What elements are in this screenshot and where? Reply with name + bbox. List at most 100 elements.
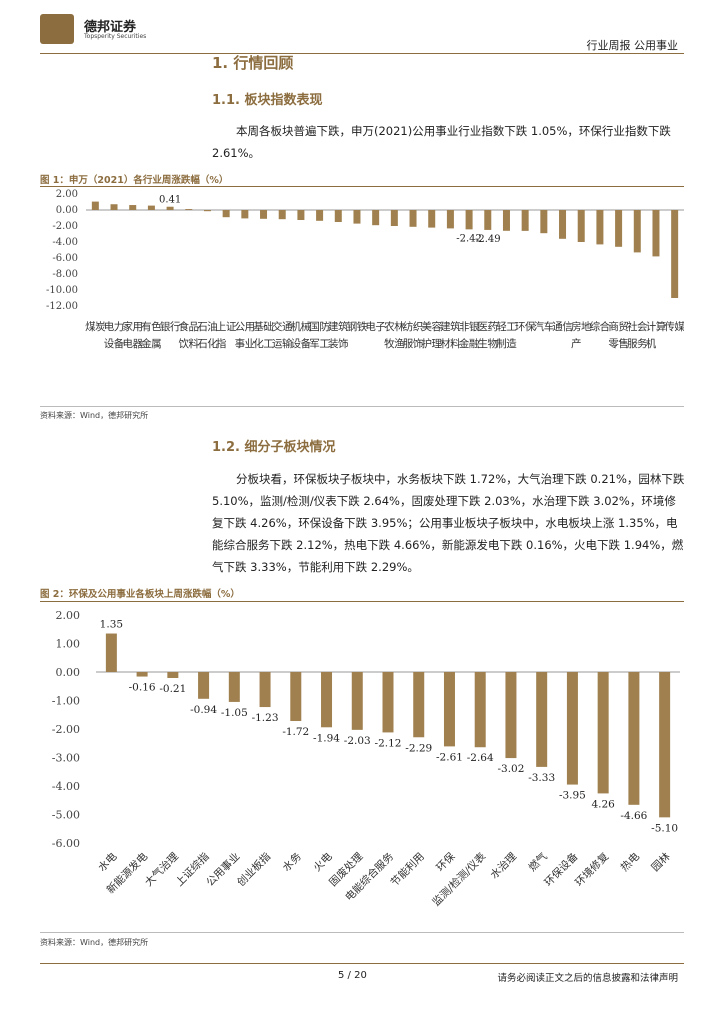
- x-tick-label: 服: [403, 338, 414, 350]
- x-tick-label: 工: [263, 338, 274, 350]
- x-tick-label: 容: [431, 320, 442, 333]
- x-tick-label: 火电: [311, 850, 335, 874]
- x-tick-label: 用: [132, 321, 143, 333]
- data-label: -2.42: [456, 233, 482, 244]
- figure1-top-rule: [40, 186, 684, 187]
- x-tick-label: 燃气: [526, 850, 550, 874]
- data-label: 0.41: [159, 195, 181, 206]
- x-tick-label: 设: [104, 338, 115, 350]
- x-tick-label: 信: [562, 321, 573, 333]
- x-tick-label: 合: [600, 320, 611, 333]
- x-tick-label: 食: [179, 320, 190, 333]
- data-label: -3.95: [559, 790, 586, 802]
- bar: [465, 210, 473, 230]
- x-tick-label: 机: [646, 337, 657, 350]
- data-label: -2.03: [344, 735, 371, 747]
- bar: [147, 205, 155, 210]
- bar: [652, 210, 660, 257]
- y-tick-label: 2.00: [56, 189, 78, 200]
- x-tick-label: 建: [328, 320, 339, 333]
- x-tick-label: 化: [207, 337, 218, 350]
- x-tick-label: 制: [496, 337, 507, 350]
- bar: [521, 210, 529, 231]
- data-label: -2.29: [405, 742, 432, 754]
- bar: [633, 210, 641, 253]
- data-label: 1.35: [100, 619, 123, 631]
- bar: [228, 672, 240, 702]
- x-tick-label: 用: [245, 321, 256, 333]
- x-tick-label: 色: [151, 320, 162, 333]
- x-tick-label: 炭: [95, 321, 106, 333]
- x-tick-label: 运: [272, 338, 283, 350]
- x-tick-label: 传: [664, 321, 675, 333]
- company-name: 德邦证券: [84, 20, 137, 35]
- x-tick-label: 上: [216, 321, 227, 333]
- x-tick-label: 电: [122, 337, 133, 350]
- bar: [597, 672, 609, 794]
- data-label: -0.94: [190, 704, 217, 716]
- x-tick-label: 监测/检测/仪表: [430, 850, 489, 909]
- x-tick-label: 节能利用: [388, 850, 427, 889]
- x-tick-label: 水电: [95, 850, 119, 874]
- data-label: -1.23: [252, 712, 279, 724]
- data-label: -1.05: [221, 707, 248, 719]
- bar: [566, 672, 578, 785]
- x-tick-label: 油: [207, 320, 218, 333]
- figure2-source: 资料来源：Wind，德邦研究所: [40, 938, 149, 947]
- x-tick-label: 创业板指: [234, 850, 273, 889]
- footer-divider: [40, 963, 684, 964]
- x-tick-label: 银: [160, 320, 171, 333]
- x-tick-label: 煤: [85, 320, 96, 333]
- x-tick-label: 输: [282, 337, 293, 350]
- bar: [259, 672, 271, 708]
- x-tick-label: 算: [656, 320, 667, 333]
- x-tick-label: 护: [421, 337, 432, 350]
- x-tick-label: 装: [328, 337, 339, 350]
- x-tick-label: 纺: [403, 320, 414, 333]
- x-tick-label: 水务: [280, 850, 304, 874]
- x-tick-label: 环: [515, 321, 526, 333]
- x-tick-label: 媒: [674, 320, 684, 333]
- data-label: -2.61: [436, 751, 463, 763]
- x-tick-label: 轻: [496, 320, 507, 333]
- data-label: -1.94: [313, 732, 340, 744]
- x-tick-label: 饰: [338, 337, 349, 350]
- paragraph-subsector: 分板块看，环保板块子板块中，水务板块下跌 1.72%，大气治理下跌 0.21%，…: [212, 472, 685, 574]
- x-tick-label: 械: [301, 320, 312, 333]
- y-tick-label: -6.00: [52, 837, 80, 850]
- x-tick-label: 热电: [618, 850, 642, 874]
- x-tick-label: 售: [618, 337, 629, 350]
- figure2-chart: 2.00 1.00 0.00 -1.00 -2.00 -3.00 -4.00 -5.00 -6.…: [52, 609, 680, 909]
- x-tick-label: 行: [170, 320, 181, 333]
- paragraph-index-performance: 本周各板块普遍下跌，申万(2021)公用事业行业指数下跌 1.05%，环保行业指…: [212, 124, 671, 160]
- bar: [353, 210, 361, 224]
- x-tick-label: 水治理: [488, 850, 520, 882]
- y-tick-label: -1.00: [52, 695, 80, 708]
- x-tick-label: 料: [189, 337, 200, 350]
- bar: [105, 633, 117, 672]
- x-tick-label: 生: [478, 337, 489, 350]
- y-tick-label: -8.00: [52, 269, 78, 280]
- x-tick-label: 电: [365, 320, 376, 333]
- x-tick-label: 事: [235, 337, 246, 350]
- x-tick-label: 器: [132, 338, 143, 350]
- x-tick-label: 园林: [649, 850, 673, 874]
- x-tick-label: 家: [122, 320, 133, 333]
- bar: [278, 210, 286, 220]
- figure1-caption: 图 1：申万（2021）各行业周涨跌幅（%）: [40, 175, 229, 186]
- x-tick-label: 饰: [413, 337, 424, 350]
- bar: [540, 210, 548, 234]
- x-tick-label: 交: [272, 320, 283, 333]
- x-tick-label: 物: [488, 337, 499, 350]
- bar: [428, 210, 436, 228]
- bar: [351, 672, 363, 730]
- x-tick-label: 汽: [534, 320, 545, 333]
- x-tick-label: 渔: [394, 338, 405, 350]
- data-label: -2.12: [375, 737, 402, 749]
- x-tick-label: 础: [263, 321, 274, 333]
- x-tick-label: 非: [459, 321, 470, 333]
- x-tick-label: 地: [581, 320, 592, 333]
- x-tick-label: 通: [282, 321, 293, 333]
- bar: [536, 672, 548, 767]
- x-tick-label: 钢: [347, 320, 358, 333]
